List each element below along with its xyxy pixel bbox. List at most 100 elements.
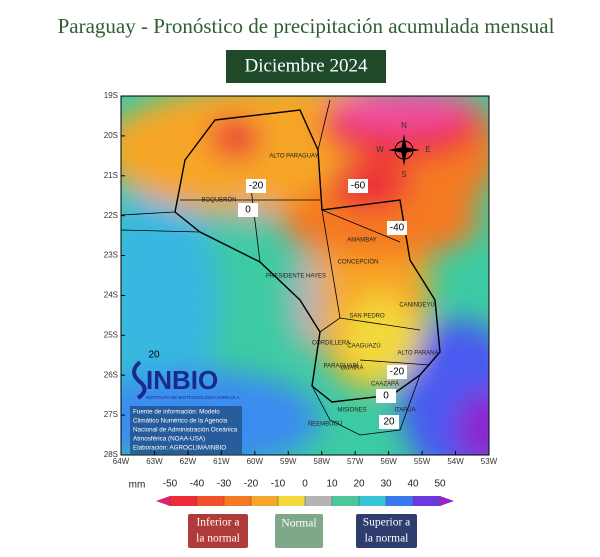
region-label: ÑEEMBUCÚ — [308, 421, 342, 428]
region-label: GUAIRÁ — [340, 365, 363, 372]
source-box — [130, 406, 242, 454]
region-label: ALTO PARANÁ — [397, 350, 438, 357]
region-label: MISIONES — [337, 408, 366, 414]
map-frame — [120, 95, 490, 456]
lon-label: 54W — [447, 457, 464, 466]
colorbar-tick-label: 10 — [326, 479, 338, 490]
colorbar-segment — [251, 496, 279, 506]
logo: INBIO INSTITUTO DE BIOTECNOLOGÍA AGRÍCOL… — [132, 360, 240, 400]
legend-text: Inferior a — [196, 517, 239, 529]
region-label: AMAMBAY — [347, 238, 377, 244]
source-line: Nacional de Administración Oceánica — [133, 427, 238, 434]
region-label: CONCEPCIÓN — [338, 259, 379, 266]
lat-label: 20S — [104, 131, 118, 140]
region-label: ALTO PARAGUAY — [269, 154, 318, 160]
lon-label: 60W — [247, 457, 264, 466]
region-label: CORDILLERA — [312, 341, 350, 347]
lat-label: 25S — [104, 330, 118, 339]
legend-box — [275, 514, 323, 548]
colorbar-segment — [386, 496, 414, 506]
lat-label: 26S — [104, 370, 118, 379]
lat-label: 27S — [104, 410, 118, 419]
region-label: PARAGUARÍ — [324, 363, 359, 370]
contour-label: 20 — [383, 417, 395, 428]
legend-text: la normal — [365, 533, 409, 545]
lon-label: 64W — [113, 457, 130, 466]
compass-s: S — [401, 170, 406, 179]
colorbar-arrow — [440, 496, 454, 506]
source-line: Climático Numérico de la Agencia — [133, 418, 228, 425]
contour-label-box — [387, 221, 407, 235]
contour-label-box — [387, 365, 407, 379]
subtitle: Diciembre 2024 — [245, 55, 368, 76]
lat-label: 28S — [104, 450, 118, 459]
contour-label-box — [376, 389, 396, 403]
lon-label: 63W — [146, 457, 163, 466]
colorbar-tick-label: -40 — [190, 479, 205, 490]
colorbar-tick-label: 50 — [434, 479, 446, 490]
lat-label: 19S — [104, 91, 118, 100]
lat-label: 21S — [104, 171, 118, 180]
source-line: Elaboración: AGROCLIMA/INBIO — [133, 445, 226, 452]
compass-e: E — [425, 145, 430, 154]
legend-text: Superior a — [363, 517, 411, 529]
colorbar-segment — [224, 496, 252, 506]
lat-label: 24S — [104, 291, 118, 300]
region-label: ITAPÚA — [394, 407, 415, 414]
contour-label-box — [238, 203, 258, 217]
colorbar-tick-label: 0 — [302, 479, 308, 490]
lon-label: 56W — [380, 457, 397, 466]
contour-label: -20 — [390, 367, 405, 378]
contour-label: -40 — [390, 223, 405, 234]
lon-label: 55W — [414, 457, 431, 466]
colorbar-tick-label: -10 — [271, 479, 286, 490]
contour-label: -20 — [249, 181, 264, 192]
colorbar-segment — [359, 496, 387, 506]
lon-label: 53W — [481, 457, 498, 466]
colorbar-tick-label: -20 — [244, 479, 259, 490]
lon-label: 61W — [213, 457, 230, 466]
contour-label: -60 — [351, 181, 366, 192]
contour-label: 0 — [245, 205, 251, 216]
colorbar-tick-label: -50 — [163, 479, 178, 490]
colorbar-tick-label: 20 — [353, 479, 365, 490]
source-line: Atmosférica (NOAA-USA) — [133, 436, 205, 443]
colorbar-segment — [305, 496, 333, 506]
logo-text: INBIO — [146, 365, 218, 395]
lon-label: 57W — [347, 457, 364, 466]
source-line: Fuente de información: Modelo — [133, 409, 220, 416]
legend-text: Normal — [281, 518, 316, 530]
region-label: CAAGUAZÚ — [347, 343, 380, 350]
colorbar-segment — [197, 496, 225, 506]
contour-label: 0 — [383, 391, 389, 402]
title: Paraguay - Pronóstico de precipitación a… — [58, 14, 555, 38]
legend-text: la normal — [196, 533, 240, 545]
colorbar-arrow — [156, 496, 170, 506]
colorbar-segment — [413, 496, 441, 506]
region-label: SAN PEDRO — [349, 314, 385, 320]
logo-sub: INSTITUTO DE BIOTECNOLOGÍA AGRÍCOLA — [146, 394, 240, 400]
colorbar-segment — [278, 496, 306, 506]
compass-w: W — [376, 145, 384, 154]
legend-box — [188, 514, 248, 548]
region-label: CAAZAPÁ — [371, 381, 399, 388]
colorbar-tick-label: 40 — [407, 479, 419, 490]
subtitle-box — [226, 50, 386, 83]
colorbar-tick-label: 30 — [380, 479, 392, 490]
lon-label: 58W — [314, 457, 331, 466]
compass — [388, 134, 420, 166]
lat-label: 22S — [104, 211, 118, 220]
colorbar-segment — [332, 496, 360, 506]
contour-label-box — [246, 179, 266, 193]
colorbar-unit: mm — [129, 480, 146, 491]
compass-n: N — [401, 121, 407, 130]
region-label: CANINDEYÚ — [399, 302, 434, 309]
contour-label: 20 — [148, 350, 160, 361]
contour-label-box — [348, 179, 368, 193]
region-label: BOQUERÓN — [201, 197, 236, 204]
region-label: PRESIDENTE HAYES — [266, 274, 326, 280]
legend-box — [356, 514, 417, 548]
colorbar-segment — [170, 496, 198, 506]
